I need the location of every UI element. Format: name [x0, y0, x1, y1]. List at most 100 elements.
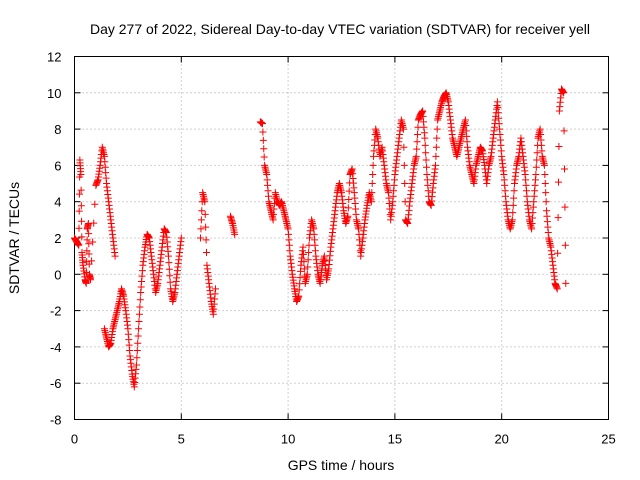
data-point-interp [75, 224, 83, 232]
data-point-interp [433, 134, 441, 142]
data-point-interp [413, 138, 421, 146]
y-tick-label: 10 [47, 86, 61, 101]
data-point-interp [135, 310, 143, 318]
data-point-interp [410, 165, 418, 173]
data-point-interp [345, 196, 353, 204]
data-point-interp [294, 293, 302, 301]
data-point-interp [544, 229, 552, 237]
data-point-interp [502, 192, 510, 200]
data-point-interp [259, 136, 267, 144]
y-tick-label: -8 [50, 413, 62, 428]
data-point-interp [455, 145, 463, 153]
data-point-interp [177, 238, 185, 246]
data-point-interp [290, 282, 298, 290]
data-point-interp [432, 152, 440, 160]
data-point-interp [560, 127, 568, 135]
data-point-interp [536, 127, 544, 135]
data-point-interp [368, 189, 376, 197]
data-point-interp [541, 180, 549, 188]
data-point-interp [262, 169, 270, 177]
data-point-interp [149, 267, 157, 275]
data-point-interp [418, 108, 426, 116]
data-point-interp [429, 184, 437, 192]
data-point-interp [121, 304, 129, 312]
data-point-interp [78, 217, 86, 225]
data-point-interp [318, 265, 326, 273]
data-point-interp [296, 267, 304, 275]
data-point-interp [521, 167, 529, 175]
data-point-interp [202, 236, 210, 244]
data-point-interp [499, 167, 507, 175]
data-point-interp [388, 201, 396, 209]
data-point-interp [79, 259, 87, 267]
data-point-interp [560, 165, 568, 173]
y-tick-label: 6 [54, 158, 61, 173]
data-point-interp [123, 321, 131, 329]
data-point-interp [554, 249, 562, 257]
data-point-interp [538, 147, 546, 155]
data-point-interp [84, 221, 92, 229]
data-point-interp [198, 207, 206, 215]
x-tick-label: 5 [178, 432, 185, 447]
data-point-interp [207, 294, 215, 302]
axis-ticks: 0 5 10 15 20 25 -8 -6 -4 -2 0 2 4 6 8 10 12 [47, 50, 616, 447]
data-point-interp [493, 102, 501, 110]
data-point-interp [386, 210, 394, 218]
data-point-interp [367, 196, 375, 204]
data-point-interp [106, 340, 114, 348]
data-point-interp [100, 151, 108, 159]
data-point-interp [442, 90, 450, 98]
data-point-interp [164, 247, 172, 255]
data-point-interp [197, 225, 205, 233]
data-point-interp [358, 238, 366, 246]
data-point-interp [165, 259, 173, 267]
data-point-interp [175, 256, 183, 264]
data-point-interp [329, 229, 337, 237]
data-point-interp [533, 149, 541, 157]
data-point-interp [422, 156, 430, 164]
data-point-interp [76, 173, 84, 181]
data-point-interp [542, 189, 550, 197]
data-point-interp [546, 241, 554, 249]
data-point-interp [282, 214, 290, 222]
y-tick-label: -4 [50, 340, 62, 355]
data-point-interp [197, 216, 205, 224]
data-point-interp [495, 120, 503, 128]
data-point-interp [303, 272, 311, 280]
data-point-interp [369, 170, 377, 178]
data-point-interp [555, 178, 563, 186]
chart-title: Day 277 of 2022, Sidereal Day-to-day VTE… [90, 21, 590, 37]
data-point-interp [166, 272, 174, 280]
data-point-interp [395, 138, 403, 146]
data-point-interp [331, 210, 339, 218]
data-point-interp [136, 303, 144, 311]
data-point-interp [128, 366, 136, 374]
data-point-interp [119, 291, 127, 299]
data-point-interp [408, 183, 416, 191]
data-point-interp [403, 219, 411, 227]
data-point-interp [510, 194, 518, 202]
data-point-interp [316, 278, 324, 286]
data-point-interp [423, 163, 431, 171]
data-point-interp [484, 165, 492, 173]
data-point-interp [75, 190, 83, 198]
data-point-interp [559, 88, 567, 96]
data-point-interp [77, 202, 85, 210]
data-point-interp [420, 129, 428, 137]
data-point-interp [166, 278, 174, 286]
data-point-interp [156, 265, 164, 273]
data-point-interp [309, 223, 317, 231]
data-point-interp [102, 174, 110, 182]
data-point-interp [203, 249, 211, 257]
data-point-interp [399, 123, 407, 131]
data-point-interp [549, 258, 557, 266]
data-point-interp [433, 125, 441, 133]
data-point-interp [305, 241, 313, 249]
data-point-interp [96, 164, 104, 172]
data-point-interp [77, 168, 85, 176]
data-point-interp [205, 276, 213, 284]
x-tick-label: 0 [71, 432, 78, 447]
data-point-interp [269, 214, 277, 222]
data-point-interp [320, 254, 328, 262]
